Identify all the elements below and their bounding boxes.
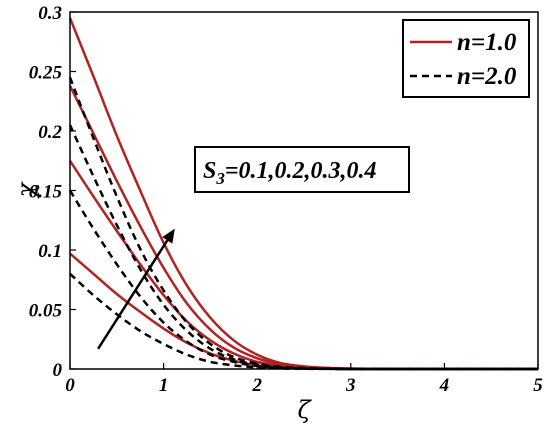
y-tick-label: 0.1: [38, 241, 62, 262]
annotation-box: S3=0.1,0.2,0.3,0.4: [194, 146, 410, 193]
y-tick-label: 0.2: [38, 122, 62, 143]
legend-box: [402, 19, 530, 98]
y-tick-label: 0.25: [29, 63, 63, 84]
legend-label-n1: n=1.0: [457, 29, 517, 56]
y-axis-label: χ: [12, 181, 40, 199]
y-tick-label: 0.05: [29, 301, 63, 322]
x-tick-label: 5: [533, 375, 543, 396]
legend-label-n2: n=2.0: [457, 63, 517, 90]
y-tick-label: 0: [53, 360, 63, 381]
y-tick-label: 0.15: [29, 182, 63, 203]
x-axis-label: ζ: [297, 396, 312, 424]
x-axis-ticks: 0 1 2 3 4 5: [65, 363, 543, 396]
x-tick-label: 0: [65, 375, 75, 396]
annotation-values: =0.1,0.2,0.3,0.4: [225, 158, 377, 184]
x-tick-label: 4: [439, 375, 450, 396]
annotation-frame: [194, 146, 410, 193]
y-tick-label: 0.3: [38, 3, 62, 24]
y-axis-ticks: 0 0.05 0.1 0.15 0.2 0.25 0.3: [29, 3, 76, 381]
annotation-arrow: [97, 228, 175, 350]
arrow-head: [162, 228, 175, 244]
annotation-label: S3=0.1,0.2,0.3,0.4: [203, 158, 377, 188]
legend: n=1.0 n=2.0: [402, 19, 530, 98]
annotation-subscript: 3: [215, 169, 225, 188]
x-tick-label: 2: [251, 375, 262, 396]
x-tick-label: 1: [159, 375, 169, 396]
arrow-shaft: [97, 239, 169, 350]
x-tick-label: 3: [345, 375, 356, 396]
